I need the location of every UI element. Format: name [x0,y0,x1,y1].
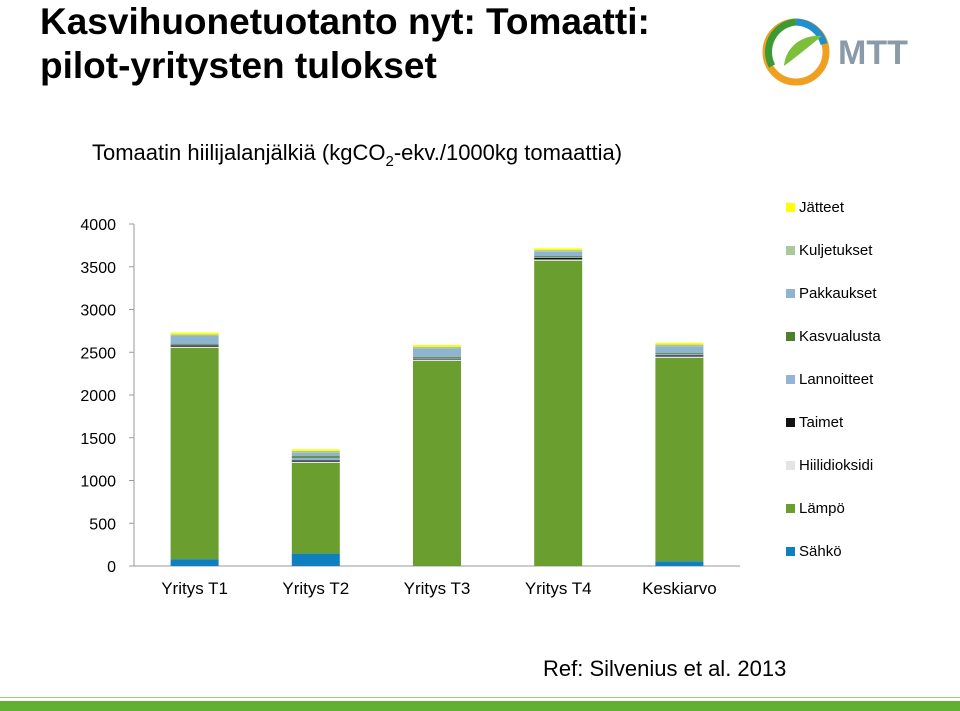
bar-segment-kuljetukset [291,451,340,453]
legend-label: Taimet [799,414,844,431]
bar-segment-lannoitteet [534,256,583,258]
bar-segment-kasvualusta [170,343,219,345]
x-category-label: Yritys T4 [525,579,592,598]
bar-segment-pakkaukset [291,452,340,457]
bar-segment-hiilidioksidi [534,259,583,261]
footer-rule [0,697,960,698]
chart-legend: Jätteet Kuljetukset Pakkaukset Kasvualusta L… [786,199,881,560]
bar-segment-j-tteet [413,344,461,347]
bar-segment-lannoitteet [655,353,704,356]
bar-segment-kuljetukset [170,334,219,337]
legend-swatch [786,375,795,384]
y-tick-label: 4000 [80,217,116,234]
slide-title: Kasvihuonetuotanto nyt: Tomaatti: pilot-… [40,0,650,88]
x-category-label: Yritys T1 [161,579,228,598]
chart-title-main: Tomaatin hiilijalanjälkiä (kgCO [92,140,386,165]
logo-arc-green [764,18,797,68]
plot-area: 0 500 1000 1500 2000 2500 3000 3500 4000 Yritys T… [80,217,740,598]
bar-segment-taimet [534,257,583,260]
bar-segment-lannoitteet [170,344,219,346]
y-tick-label: 1000 [80,474,116,491]
bar-segment-j-tteet [291,449,340,452]
slide-title-line-2: pilot-yritysten tulokset [40,45,437,86]
bar-segment-kasvualusta [534,256,583,257]
legend-label: Sähkö [799,543,842,560]
legend-label: Jätteet [799,199,845,216]
footer-bar [0,701,960,711]
bar-segment-s-hk- [170,559,219,566]
bar-segment-hiilidioksidi [655,356,704,358]
bar-segment-l-mp- [413,360,461,566]
legend-swatch [786,289,795,298]
bar-segment-j-tteet [170,332,219,335]
legend-swatch [786,461,795,470]
legend-swatch [786,246,795,255]
bar-segment-kuljetukset [413,346,461,349]
logo-arc-blue [795,18,828,46]
bar-segment-kasvualusta [291,456,340,458]
bar-segment-pakkaukset [655,346,704,354]
bar-segment-kasvualusta [655,353,704,354]
bar-segment-kasvualusta [413,356,461,358]
y-tick-label: 2000 [80,388,116,405]
legend-label: Kuljetukset [799,242,873,259]
bar-segment-kuljetukset [534,250,583,252]
logo-wordmark: MTT [838,34,908,72]
x-category-label: Yritys T2 [282,579,349,598]
mtt-logo: MTT [762,18,908,86]
bar-segment-taimet [655,355,704,357]
bar-segment-lannoitteet [291,457,340,461]
bar-segment-l-mp- [534,260,583,566]
chart-title-suffix: -ekv./1000kg tomaattia) [393,140,623,165]
legend-swatch [786,547,795,556]
reference-text: Ref: Silvenius et al. 2013 [543,656,787,681]
bar-segment-s-hk- [291,553,340,566]
bar-segment-hiilidioksidi [170,346,219,348]
chart-title: Tomaatin hiilijalanjälkiä (kgCO2-ekv./10… [92,140,622,170]
bar-segment-l-mp- [170,347,219,560]
bar-segment-s-hk- [655,561,704,566]
chart-title-subscript: 2 [385,153,394,170]
y-tick-label: 0 [107,559,116,576]
slide-title-line-1: Kasvihuonetuotanto nyt: Tomaatti: [40,1,650,42]
legend-swatch [786,203,795,212]
legend-label: Hiilidioksidi [799,457,873,474]
logo-leaf [784,35,822,66]
x-category-label: Yritys T3 [404,579,471,598]
bar-segment-l-mp- [291,462,340,554]
bar-segment-pakkaukset [170,336,219,344]
bar-segment-hiilidioksidi [413,359,461,361]
y-tick-label: 2500 [80,345,116,362]
legend-swatch [786,332,795,341]
legend-label: Lämpö [799,500,845,517]
bar-segment-taimet [291,460,340,462]
bar-segment-lannoitteet [413,357,461,359]
x-category-label: Keskiarvo [642,579,717,598]
y-tick-label: 3500 [80,260,116,277]
legend-swatch [786,418,795,427]
bar-segment-taimet [170,345,219,347]
y-tick-label: 1500 [80,431,116,448]
y-tick-label: 500 [89,516,116,533]
bar-segment-l-mp- [655,357,704,562]
y-tick-label: 3000 [80,303,116,320]
bar-segment-hiilidioksidi [291,461,340,463]
bar-segment-j-tteet [534,248,583,251]
bar-segment-pakkaukset [534,251,583,257]
bar-segment-j-tteet [655,342,704,345]
legend-label: Pakkaukset [799,285,877,302]
legend-swatch [786,504,795,513]
bar-segment-taimet [413,358,461,360]
bar-segment-pakkaukset [413,348,461,357]
legend-label: Lannoitteet [799,371,874,388]
legend-label: Kasvualusta [799,328,881,345]
bar-segment-kuljetukset [655,344,704,347]
